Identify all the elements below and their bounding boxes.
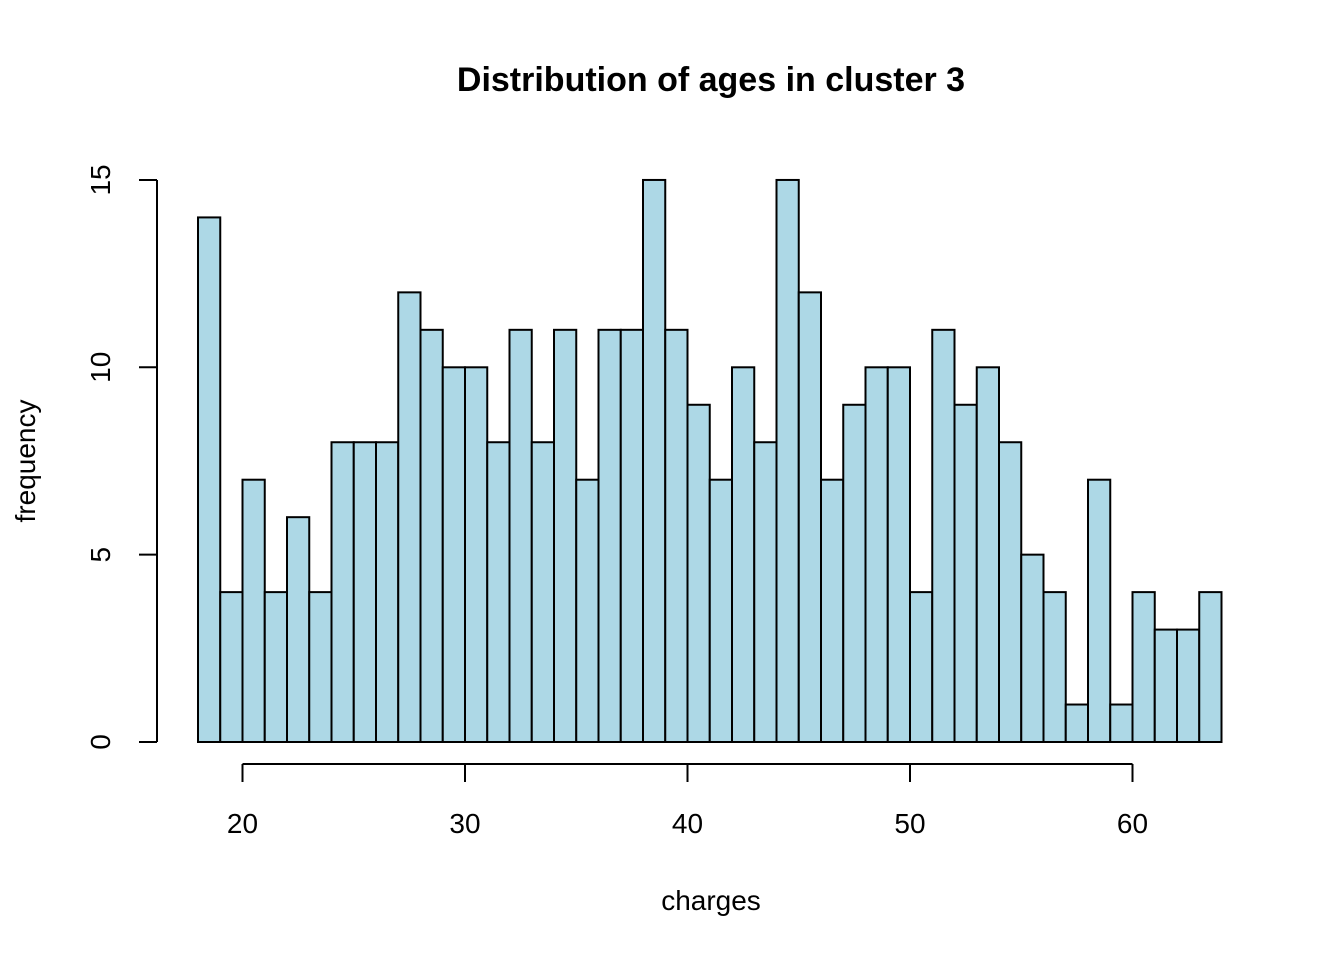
histogram-bar [619,328,644,743]
y-tick-label: 0 [85,734,116,750]
histogram-bar [1020,553,1045,744]
histogram-bar [953,403,978,743]
histogram-bar [486,441,511,743]
histogram-bar [308,591,333,743]
histogram-bar [553,328,578,743]
histogram-bar [797,291,822,743]
histogram-bar [441,366,466,743]
histogram-bar [397,291,422,743]
y-axis: 0 5 10 15 [85,164,158,750]
histogram-bar [753,441,778,743]
y-tick-label: 10 [85,352,116,383]
x-axis-label: charges [661,885,761,916]
y-axis-label: frequency [10,400,41,523]
histogram-bar [1131,591,1156,743]
histogram-bar [864,366,889,743]
histogram-bar [686,403,711,743]
x-axis: 20 30 40 50 60 [227,763,1148,839]
histogram-bar [664,328,689,743]
histogram-bar [909,591,934,743]
bars-group [197,178,1223,744]
histogram-bar [975,366,1000,743]
x-tick-label: 40 [672,808,703,839]
histogram-bar [1109,703,1134,744]
histogram-bar [1153,628,1178,744]
histogram-bar [575,478,600,743]
x-tick-label: 30 [449,808,480,839]
histogram-bar [1087,478,1112,743]
y-tick-label: 5 [85,547,116,563]
chart-title: Distribution of ages in cluster 3 [457,61,965,99]
histogram-bar [219,591,244,743]
histogram-bar [1064,703,1089,744]
histogram-bar [263,591,288,743]
histogram-bar [820,478,845,743]
histogram-bar [931,328,956,743]
histogram-bar [419,328,444,743]
histogram-bar [352,441,377,743]
histogram-bar [464,366,489,743]
histogram-bar [842,403,867,743]
histogram-bar [1198,591,1223,743]
histogram-bar [508,328,533,743]
histogram-bar [731,366,756,743]
histogram-bar [998,441,1023,743]
histogram-bar [530,441,555,743]
histogram-bar [597,328,622,743]
histogram-bar [330,441,355,743]
histogram-bar [642,178,667,743]
x-tick-label: 20 [227,808,258,839]
histogram-bar [286,516,311,743]
y-tick-label: 15 [85,164,116,195]
histogram-bar [886,366,911,743]
histogram-bar [775,178,800,743]
histogram-bar [197,216,222,744]
histogram-bar [241,478,266,743]
histogram-bar [375,441,400,743]
histogram-bar [1042,591,1067,743]
histogram-bar [1176,628,1201,744]
x-tick-label: 50 [894,808,925,839]
histogram-bar [708,478,733,743]
x-tick-label: 60 [1117,808,1148,839]
